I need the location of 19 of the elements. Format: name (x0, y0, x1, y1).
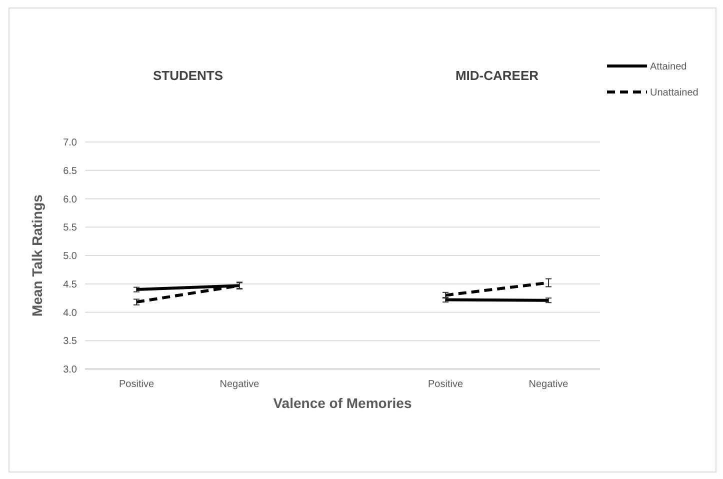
y-tick-label: 5.5 (63, 222, 78, 234)
text: MID-CAREER (455, 68, 540, 83)
x-tick-label: Negative (528, 379, 569, 390)
y-tick-label: 6.0 (63, 194, 78, 206)
x-axis-title: Valence of Memories (273, 395, 412, 411)
y-tick-label: 6.5 (63, 166, 78, 177)
x-tick-label: Negative (220, 379, 260, 390)
y-tick-label: 7.0 (63, 138, 78, 148)
y-tick-label: 5.0 (63, 251, 78, 262)
y-tick-label: 3.5 (63, 336, 78, 348)
x-tick-label: Positive (118, 379, 154, 390)
x-tick-label: Positive (428, 379, 464, 390)
text: STUDENTS (152, 68, 224, 83)
y-tick-label: 4.0 (63, 308, 78, 319)
y-axis-title: Mean Talk Ratings (29, 194, 45, 316)
legend-label: Unattained (650, 88, 698, 98)
y-tick-label: 4.5 (63, 279, 78, 290)
y-tick-label: 3.0 (63, 364, 78, 376)
legend-label: Attained (650, 62, 687, 72)
